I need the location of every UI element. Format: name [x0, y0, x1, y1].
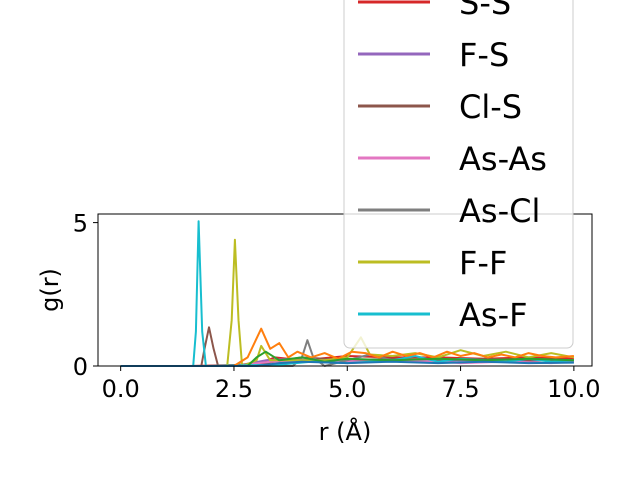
series-line-unlabeled-7	[120, 327, 574, 367]
x-tick-label: 7.5	[441, 375, 479, 403]
x-axis-label: r (Å)	[319, 417, 372, 446]
x-tick-label: 0.0	[102, 375, 140, 403]
x-tick-label: 2.5	[215, 375, 253, 403]
legend-label-f-f: F-F	[459, 244, 507, 282]
y-tick-label: 0	[73, 353, 88, 381]
x-tick-label: 5.0	[328, 375, 366, 403]
x-axis-ticks: 0.0 2.5 5.0 7.5 10.0	[102, 366, 601, 403]
x-tick-label: 10.0	[547, 375, 600, 403]
legend-label-as-cl: As-Cl	[459, 192, 540, 230]
legend-label-f-s: F-S	[459, 36, 509, 74]
series-line-unlabeled-9	[120, 360, 574, 367]
y-axis-ticks: 05	[73, 210, 98, 381]
y-axis-label: g(r)	[36, 268, 64, 312]
legend-label-as-f: As-F	[459, 296, 528, 334]
y-tick-label: 5	[73, 210, 88, 238]
legend: S-S F-S Cl-S As-As As-Cl F-F As-F	[343, 0, 574, 349]
legend-label-cl-s: Cl-S	[459, 88, 522, 126]
legend-label-as-as: As-As	[459, 140, 547, 178]
legend-label-s-s: S-S	[459, 0, 511, 22]
